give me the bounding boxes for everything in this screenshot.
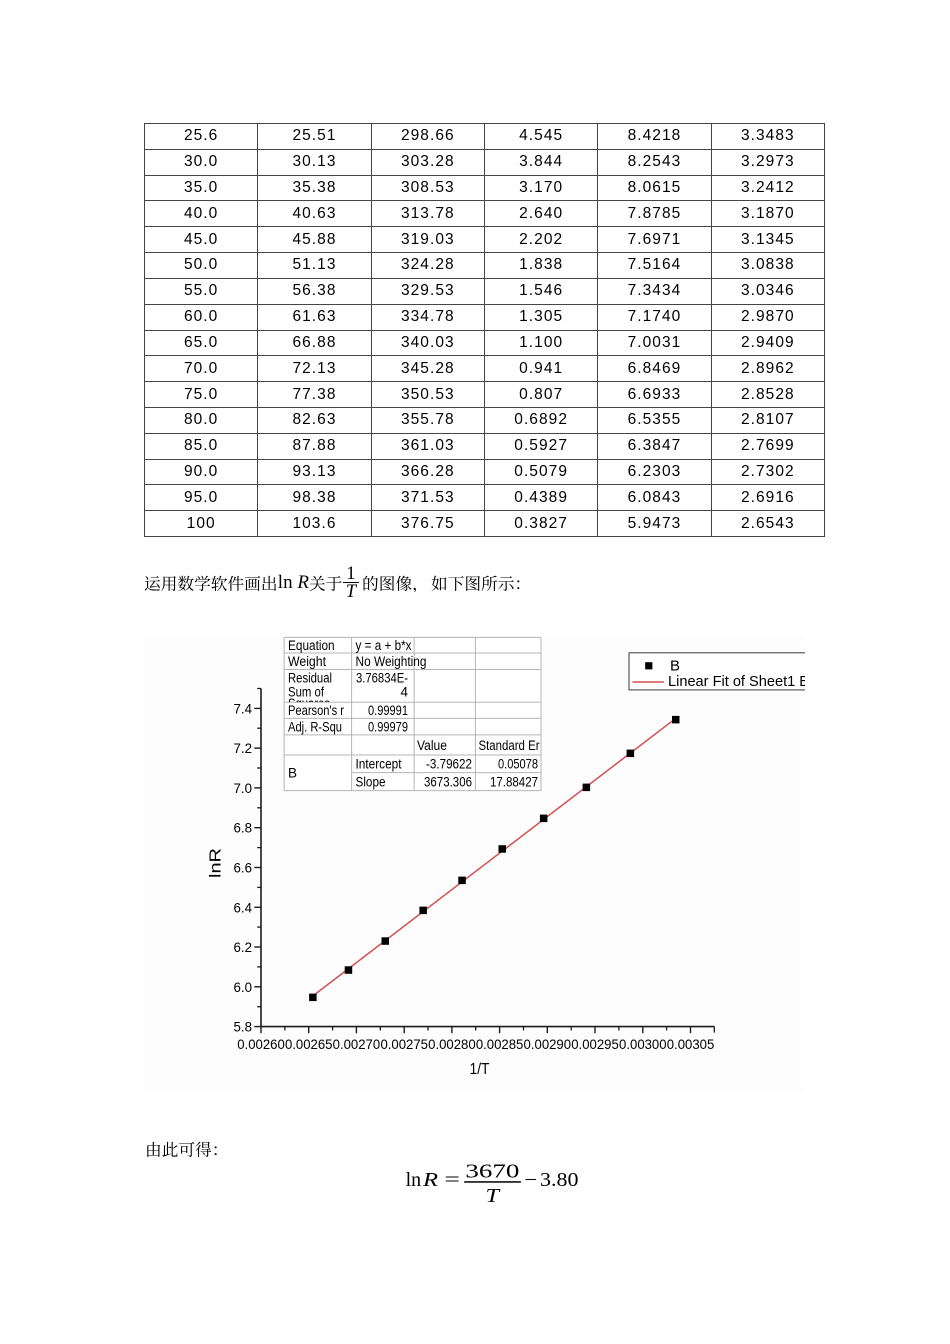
svg-text:−: −	[524, 1169, 537, 1191]
svg-text:R: R	[422, 1169, 438, 1191]
svg-text:6.8: 6.8	[234, 820, 253, 836]
svg-text:0.00295: 0.00295	[571, 1036, 619, 1052]
svg-text:7.4: 7.4	[234, 700, 253, 716]
svg-text:1/T: 1/T	[470, 1061, 490, 1078]
svg-text:Standard Er: Standard Er	[479, 738, 540, 753]
svg-text:Sum of: Sum of	[288, 685, 324, 700]
svg-text:3.80: 3.80	[540, 1169, 579, 1191]
svg-text:Linear Fit of Sheet1 B: Linear Fit of Sheet1 B	[668, 673, 805, 690]
svg-text:4: 4	[400, 685, 408, 700]
svg-text:Pearson's r: Pearson's r	[288, 703, 344, 718]
svg-text:7.0: 7.0	[234, 780, 253, 796]
svg-text:Value: Value	[417, 738, 447, 753]
svg-text:0.00300: 0.00300	[619, 1036, 667, 1052]
svg-text:5.8: 5.8	[234, 1019, 253, 1035]
svg-text:Intercept: Intercept	[356, 757, 402, 772]
svg-text:0.00285: 0.00285	[476, 1036, 524, 1052]
svg-text:3670: 3670	[465, 1161, 519, 1183]
svg-text:0.99979: 0.99979	[368, 720, 408, 735]
svg-text:3.76834E-: 3.76834E-	[356, 671, 408, 686]
svg-text:Slope: Slope	[356, 774, 386, 789]
svg-text:7.2: 7.2	[234, 740, 253, 756]
svg-text:0.99991: 0.99991	[368, 703, 408, 718]
svg-text:ln: ln	[406, 1169, 422, 1191]
svg-text:0.00270: 0.00270	[333, 1036, 381, 1052]
svg-text:Residual: Residual	[288, 671, 332, 686]
svg-text:6.0: 6.0	[234, 979, 253, 995]
svg-text:Squares: Squares	[288, 696, 330, 711]
svg-text:y = a + b*x: y = a + b*x	[356, 638, 412, 653]
svg-text:3673.306: 3673.306	[424, 774, 472, 789]
svg-text:0.00280: 0.00280	[428, 1036, 476, 1052]
svg-text:17.88427: 17.88427	[490, 774, 538, 789]
svg-text:Weight: Weight	[288, 654, 326, 669]
svg-text:0.00290: 0.00290	[524, 1036, 572, 1052]
svg-text:lnR: lnR	[208, 848, 225, 878]
svg-text:=: =	[444, 1169, 460, 1191]
svg-text:0.00275: 0.00275	[380, 1036, 428, 1052]
svg-text:No Weighting: No Weighting	[356, 654, 427, 669]
svg-text:6.4: 6.4	[234, 899, 253, 915]
svg-text:0.00305: 0.00305	[667, 1036, 715, 1052]
svg-text:6.2: 6.2	[234, 939, 253, 955]
svg-text:0.00265: 0.00265	[285, 1036, 333, 1052]
svg-text:Adj. R-Squ: Adj. R-Squ	[288, 720, 342, 735]
svg-text:-3.79622: -3.79622	[426, 757, 472, 772]
svg-text:0.00260: 0.00260	[237, 1036, 285, 1052]
svg-text:6.6: 6.6	[234, 860, 253, 876]
svg-text:0.05078: 0.05078	[498, 757, 538, 772]
svg-text:T: T	[486, 1185, 502, 1207]
svg-text:B: B	[670, 657, 680, 674]
svg-text:Equation: Equation	[288, 638, 335, 653]
svg-text:B: B	[288, 766, 297, 781]
